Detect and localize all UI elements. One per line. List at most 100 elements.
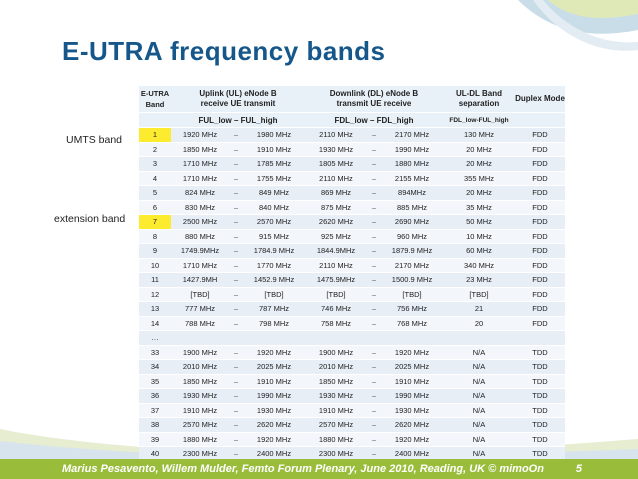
range-dash: –: [229, 417, 243, 433]
range-dash: –: [229, 127, 243, 143]
cell-ul-low: 2570 MHz: [171, 417, 229, 433]
cell-band: 7: [139, 214, 171, 230]
range-dash: –: [229, 156, 243, 172]
cell-dl-low: [TBD]: [305, 287, 367, 302]
range-dash: –: [367, 258, 381, 273]
cell-ul-high: 787 MHz: [243, 301, 305, 317]
cell-duplex: [515, 330, 565, 346]
umts-band-label: UMTS band: [66, 134, 123, 146]
cell-ul-high: 915 MHz: [243, 229, 305, 244]
cell-band: 14: [139, 316, 171, 331]
cell-sep: 20: [443, 316, 515, 331]
header-ul-range: FUL_low – FUL_high: [171, 112, 305, 128]
range-dash: –: [229, 171, 243, 186]
range-dash: –: [367, 345, 381, 360]
cell-ul-low: [TBD]: [171, 287, 229, 302]
range-dash: –: [367, 156, 381, 172]
range-dash: –: [367, 127, 381, 143]
table-row: 3 1710 MHz –1785 MHz 1805 MHz –1880 MHz 20 MH…: [139, 156, 565, 172]
cell-duplex: TDD: [515, 417, 565, 433]
table-row: 11 1427.9MH –1452.9 MHz 1475.9MHz –1500.9 MH…: [139, 272, 565, 288]
cell-duplex: TDD: [515, 345, 565, 360]
cell-dl-low: 875 MHz: [305, 200, 367, 215]
cell-duplex: TDD: [515, 374, 565, 389]
cell-ul-low: 1910 MHz: [171, 403, 229, 418]
cell-sep: 60 MHz: [443, 243, 515, 259]
cell-dl-high: 885 MHz: [381, 200, 443, 215]
cell-sep: N/A: [443, 345, 515, 360]
range-dash: –: [367, 359, 381, 375]
cell-dl-low: 2570 MHz: [305, 417, 367, 433]
range-dash: [229, 330, 243, 346]
cell-band: …: [139, 330, 171, 346]
table-row: 4 1710 MHz –1755 MHz 2110 MHz –2155 MHz 355 M…: [139, 171, 565, 186]
cell-ul-high: 1910 MHz: [243, 374, 305, 389]
cell-ul-high: 1930 MHz: [243, 403, 305, 418]
range-dash: –: [367, 287, 381, 302]
cell-band: 36: [139, 388, 171, 404]
cell-dl-high: [381, 330, 443, 346]
range-dash: –: [367, 403, 381, 418]
cell-dl-high: 2170 MHz: [381, 127, 443, 143]
page-title: E-UTRA frequency bands: [62, 36, 386, 66]
cell-sep: [443, 330, 515, 346]
table-row: 1 1920 MHz –1980 MHz 2110 MHz –2170 MHz 130 M…: [139, 127, 565, 143]
cell-band: 35: [139, 374, 171, 389]
cell-dl-low: 1900 MHz: [305, 345, 367, 360]
cell-dl-low: 1805 MHz: [305, 156, 367, 172]
cell-ul-high: 2400 MHz: [243, 446, 305, 462]
cell-ul-low: 1710 MHz: [171, 258, 229, 273]
cell-sep: 50 MHz: [443, 214, 515, 230]
cell-dl-high: 1990 MHz: [381, 142, 443, 157]
table-row: …: [139, 330, 565, 346]
cell-duplex: TDD: [515, 432, 565, 447]
page-number: 5: [575, 463, 582, 475]
cell-sep: 20 MHz: [443, 156, 515, 172]
cell-dl-high: 2025 MHz: [381, 359, 443, 375]
range-dash: –: [229, 200, 243, 215]
cell-dl-high: 1990 MHz: [381, 388, 443, 404]
cell-sep: 130 MHz: [443, 127, 515, 143]
header-dl-range: FDL_low – FDL_high: [305, 112, 443, 128]
range-dash: –: [229, 185, 243, 201]
cell-ul-high: 1920 MHz: [243, 432, 305, 447]
range-dash: –: [367, 417, 381, 433]
cell-dl-low: 1475.9MHz: [305, 272, 367, 288]
cell-duplex: FDD: [515, 171, 565, 186]
cell-dl-low: [305, 330, 367, 346]
cell-dl-high: 2400 MHz: [381, 446, 443, 462]
cell-band: 37: [139, 403, 171, 418]
cell-dl-low: 2110 MHz: [305, 171, 367, 186]
cell-ul-high: 1980 MHz: [243, 127, 305, 143]
cell-ul-high: 2570 MHz: [243, 214, 305, 230]
cell-duplex: FDD: [515, 142, 565, 157]
range-dash: –: [367, 229, 381, 244]
table-row: 8 880 MHz –915 MHz 925 MHz –960 MHz 10 MHz FDD: [139, 229, 565, 244]
range-dash: –: [367, 301, 381, 317]
cell-duplex: FDD: [515, 200, 565, 215]
cell-ul-high: 849 MHz: [243, 185, 305, 201]
header-duplex-spacer: [515, 112, 565, 128]
cell-ul-low: 1920 MHz: [171, 127, 229, 143]
cell-band: 39: [139, 432, 171, 447]
cell-ul-low: 1749.9MHz: [171, 243, 229, 259]
cell-dl-high: [TBD]: [381, 287, 443, 302]
cell-band: 5: [139, 185, 171, 201]
footer-text: Marius Pesavento, Willem Mulder, Femto F…: [62, 463, 544, 475]
cell-dl-low: 1844.9MHz: [305, 243, 367, 259]
table-row: 36 1930 MHz –1990 MHz 1930 MHz –1990 MHz N/A T…: [139, 388, 565, 404]
cell-ul-low: 1850 MHz: [171, 142, 229, 157]
cell-ul-low: 880 MHz: [171, 229, 229, 244]
cell-dl-high: 1500.9 MHz: [381, 272, 443, 288]
table-row: 10 1710 MHz –1770 MHz 2110 MHz –2170 MHz 340 …: [139, 258, 565, 273]
range-dash: –: [367, 171, 381, 186]
cell-ul-high: 1990 MHz: [243, 388, 305, 404]
range-dash: –: [367, 185, 381, 201]
cell-ul-low: 1710 MHz: [171, 156, 229, 172]
cell-dl-low: 2110 MHz: [305, 258, 367, 273]
cell-ul-high: 2620 MHz: [243, 417, 305, 433]
cell-sep: 35 MHz: [443, 200, 515, 215]
cell-band: 11: [139, 272, 171, 288]
cell-dl-low: 2010 MHz: [305, 359, 367, 375]
cell-duplex: TDD: [515, 446, 565, 462]
